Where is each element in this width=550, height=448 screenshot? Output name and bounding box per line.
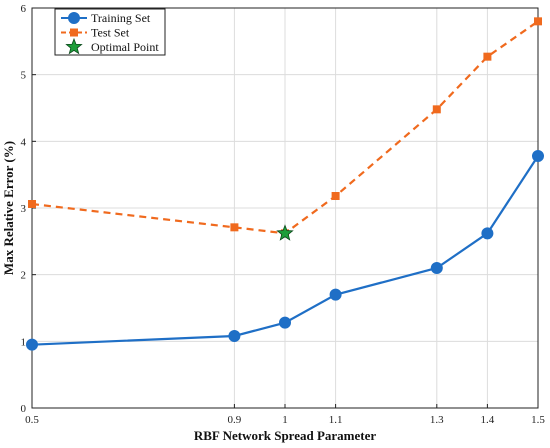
legend-marker bbox=[68, 12, 80, 24]
x-tick-label: 0.9 bbox=[228, 414, 242, 426]
grid bbox=[31, 7, 539, 409]
x-tick-label: 1.5 bbox=[531, 414, 545, 426]
legend-label: Training Set bbox=[91, 11, 151, 25]
legend-marker bbox=[70, 28, 78, 37]
y-tick-label: 5 bbox=[21, 70, 27, 82]
data-point bbox=[230, 223, 239, 232]
x-tick-label: 1.4 bbox=[481, 414, 495, 426]
x-tick-label: 1 bbox=[282, 414, 288, 426]
y-tick-label: 0 bbox=[21, 403, 27, 415]
data-point bbox=[481, 227, 494, 240]
legend-label: Optimal Point bbox=[91, 40, 159, 54]
x-tick-label: 1.1 bbox=[329, 414, 343, 426]
x-tick-label: 0.5 bbox=[25, 414, 39, 426]
data-point bbox=[26, 338, 38, 351]
y-tick-label: 4 bbox=[21, 136, 27, 148]
y-tick-label: 3 bbox=[21, 203, 27, 215]
series-training-set bbox=[26, 150, 544, 351]
data-point bbox=[430, 262, 443, 274]
legend-item: Optimal Point bbox=[65, 37, 159, 55]
series-layer bbox=[26, 17, 544, 351]
data-point bbox=[279, 316, 291, 329]
y-tick-label: 2 bbox=[21, 270, 27, 282]
legend-item: Test Set bbox=[61, 26, 130, 40]
data-point bbox=[432, 105, 441, 114]
data-point bbox=[329, 288, 342, 301]
legend-item: Training Set bbox=[61, 11, 151, 25]
series-optimal-point bbox=[276, 224, 294, 241]
data-point bbox=[331, 192, 340, 200]
legend-marker bbox=[65, 37, 83, 55]
data-point bbox=[483, 52, 492, 61]
x-axis-label: RBF Network Spread Parameter bbox=[194, 428, 377, 443]
y-tick-label: 1 bbox=[21, 336, 27, 348]
data-point bbox=[532, 150, 544, 162]
x-axis-ticks: 0.5 0.9 1 1.1 1.3 1.4 1.5 bbox=[25, 404, 545, 426]
data-point bbox=[534, 17, 542, 26]
data-point bbox=[276, 224, 294, 241]
x-tick-label: 1.3 bbox=[430, 414, 444, 426]
y-tick-label: 6 bbox=[21, 3, 27, 15]
y-axis-label: Max Relative Error (%) bbox=[1, 141, 16, 275]
legend-label: Test Set bbox=[91, 26, 130, 40]
data-point bbox=[28, 200, 36, 208]
data-point bbox=[228, 330, 241, 342]
y-axis-ticks: 0 1 2 3 4 5 6 bbox=[21, 3, 36, 415]
